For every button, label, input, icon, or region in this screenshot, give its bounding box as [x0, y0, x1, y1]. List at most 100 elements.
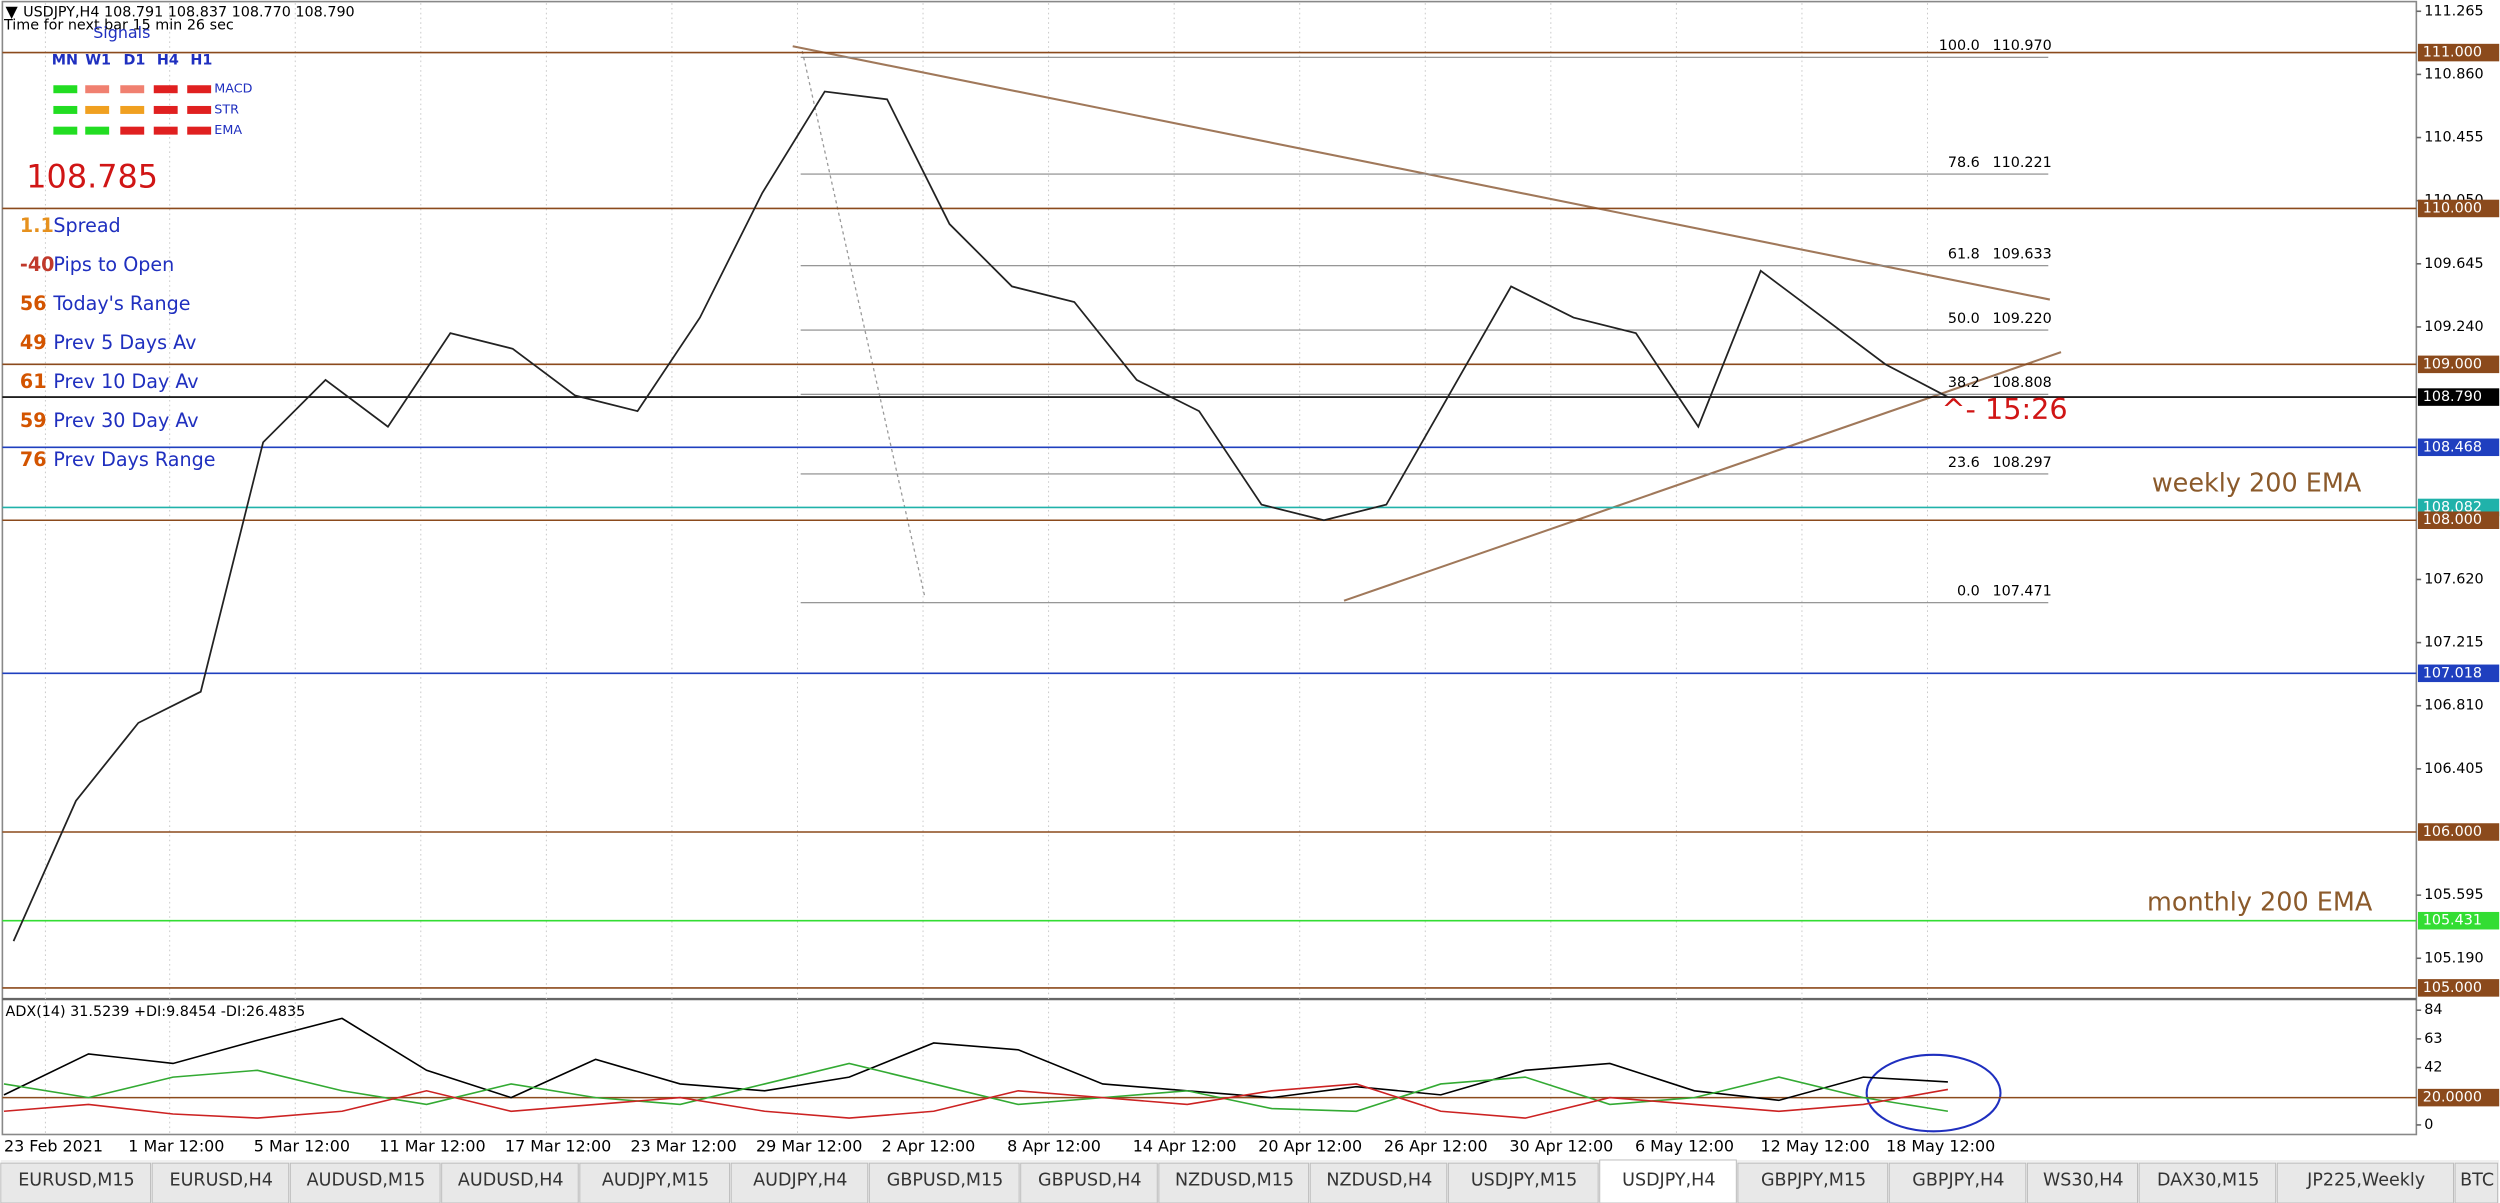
- signal-name: STR: [214, 102, 239, 117]
- stat-label: Spread: [53, 214, 120, 237]
- y-tick-label: 106.810: [2424, 698, 2483, 714]
- level-box: [2417, 43, 2500, 62]
- tab-label[interactable]: DAX30,M15: [2157, 1171, 2259, 1191]
- stat-label: Prev 5 Days Av: [53, 331, 196, 354]
- stat-label: Prev 10 Day Av: [53, 370, 198, 393]
- tab[interactable]: [1447, 1162, 1599, 1203]
- tab-label[interactable]: BTC: [2460, 1171, 2494, 1191]
- tab[interactable]: [2138, 1162, 2277, 1203]
- x-tick-label: 12 May 12:00: [1761, 1137, 1870, 1156]
- level-box: [2417, 388, 2500, 406]
- tab-label[interactable]: JP225,Weekly: [2306, 1171, 2425, 1191]
- tab[interactable]: [1158, 1162, 1310, 1203]
- tab-label[interactable]: WS30,H4: [2043, 1171, 2124, 1191]
- tab-label[interactable]: AUDUSD,H4: [458, 1171, 564, 1191]
- y-tick-label: 106.405: [2424, 761, 2483, 777]
- fib-price: 108.297: [1993, 455, 2052, 471]
- level-label: 110.000: [2423, 200, 2482, 216]
- current-price: 108.785: [26, 157, 158, 195]
- tab-label[interactable]: EURUSD,H4: [170, 1171, 273, 1191]
- x-tick-label: 8 Apr 12:00: [1007, 1137, 1101, 1156]
- tab-label[interactable]: USDJPY,H4: [1622, 1171, 1715, 1191]
- price-line: [12, 90, 1949, 942]
- x-tick-label: 18 May 12:00: [1886, 1137, 1995, 1156]
- bar-timer: Time for next bar 15 min 26 sec: [3, 17, 234, 33]
- level-box: [2417, 438, 2500, 457]
- fib-ratio: 50.0: [1948, 311, 1980, 327]
- y-tick-label: 105.595: [2424, 887, 2483, 903]
- signal-cell: [153, 126, 178, 135]
- signal-cell: [187, 126, 212, 135]
- tab-label[interactable]: GBPJPY,M15: [1761, 1171, 1866, 1191]
- signal-cell: [85, 126, 110, 135]
- tab-label[interactable]: GBPJPY,H4: [1912, 1171, 2004, 1191]
- chart-frame: [1, 0, 2418, 1136]
- stat-value: 1.1: [20, 214, 54, 237]
- x-tick-label: 6 May 12:00: [1635, 1137, 1734, 1156]
- signals-title: Signals: [93, 23, 150, 42]
- tab-label[interactable]: AUDJPY,M15: [602, 1171, 709, 1191]
- level-label: 109.000: [2423, 356, 2482, 372]
- stat-label: Prev Days Range: [53, 448, 215, 471]
- x-tick-label: 20 Apr 12:00: [1258, 1137, 1362, 1156]
- tab-label[interactable]: AUDUSD,M15: [307, 1171, 426, 1191]
- tab[interactable]: [1020, 1162, 1158, 1203]
- signal-cell: [120, 126, 145, 135]
- signal-cell: [85, 85, 110, 94]
- tab-label[interactable]: GBPUSD,M15: [887, 1171, 1004, 1191]
- level-box: [2417, 511, 2500, 530]
- weekly-ema-note: weekly 200 EMA: [2152, 468, 2362, 498]
- tab[interactable]: [730, 1162, 869, 1203]
- signal-name: MACD: [214, 82, 252, 97]
- tab[interactable]: [289, 1162, 441, 1203]
- tab[interactable]: [151, 1162, 290, 1203]
- x-tick-label: 2 Apr 12:00: [882, 1137, 976, 1156]
- tab-label[interactable]: GBPUSD,H4: [1038, 1171, 1141, 1191]
- indicator-line: [3, 1083, 1949, 1119]
- level-label: 108.468: [2423, 439, 2482, 455]
- tab-label[interactable]: NZDUSD,M15: [1175, 1171, 1294, 1191]
- tab[interactable]: [441, 1162, 579, 1203]
- tab[interactable]: [2454, 1162, 2499, 1203]
- stat-label: Prev 30 Day Av: [53, 409, 198, 432]
- signal-cell: [120, 105, 145, 114]
- tab-label[interactable]: USDJPY,M15: [1471, 1171, 1577, 1191]
- timeframe-label: H4: [157, 53, 179, 69]
- tab-label[interactable]: NZDUSD,H4: [1326, 1171, 1432, 1191]
- level-label: 106.000: [2423, 824, 2482, 840]
- tab[interactable]: [2276, 1162, 2454, 1203]
- symbol-line: USDJPY,H4 108.791 108.837 108.770 108.79…: [23, 5, 355, 21]
- signal-cell: [120, 85, 145, 94]
- x-tick-label: 23 Mar 12:00: [630, 1137, 736, 1156]
- tab-label[interactable]: EURUSD,M15: [18, 1171, 134, 1191]
- stat-value: 56: [20, 292, 47, 315]
- fib-ratio: 78.6: [1948, 155, 1980, 171]
- signal-cell: [153, 105, 178, 114]
- signal-name: EMA: [214, 123, 242, 138]
- tab[interactable]: [1888, 1162, 2027, 1203]
- indicator-title: ADX(14) 31.5239 +DI:9.8454 -DI:26.4835: [6, 1004, 306, 1020]
- tab[interactable]: [0, 1162, 152, 1203]
- level-label: 108.790: [2423, 389, 2482, 405]
- indicator-tick-label: 84: [2424, 1002, 2442, 1018]
- tab[interactable]: [868, 1162, 1020, 1203]
- y-tick-label: 107.620: [2424, 571, 2483, 587]
- stat-label: Pips to Open: [53, 253, 174, 276]
- signal-cell: [187, 85, 212, 94]
- tab[interactable]: [579, 1162, 731, 1203]
- y-tick-label: 105.190: [2424, 950, 2483, 966]
- level-box: [2417, 664, 2500, 683]
- tab[interactable]: [2026, 1162, 2138, 1203]
- x-tick-label: 14 Apr 12:00: [1133, 1137, 1237, 1156]
- tab[interactable]: [1309, 1162, 1448, 1203]
- level-box: [2417, 911, 2500, 930]
- tab[interactable]: [1737, 1162, 1889, 1203]
- x-tick-label: 17 Mar 12:00: [505, 1137, 611, 1156]
- collapse-arrow: ▼: [6, 2, 19, 21]
- tab-label[interactable]: AUDJPY,H4: [753, 1171, 847, 1191]
- indicator-tick-label: 42: [2424, 1060, 2442, 1076]
- x-tick-label: 1 Mar 12:00: [128, 1137, 224, 1156]
- tab[interactable]: [1599, 1159, 1737, 1203]
- signal-cell: [53, 126, 78, 135]
